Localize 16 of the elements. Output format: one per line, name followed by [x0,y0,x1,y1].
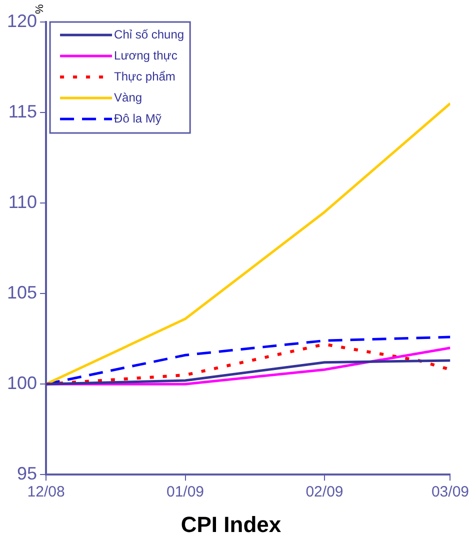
x-tick-label: 03/09 [431,484,470,501]
legend-label: Thực phẩm [114,69,176,84]
x-tick-label: 12/08 [27,484,65,501]
legend-label: Vàng [114,90,142,104]
legend-label: Chỉ số chung [114,27,184,42]
y-tick-label: 100 [6,373,38,394]
y-axis-title: % [34,4,46,14]
x-tick-label: 01/09 [166,484,204,501]
y-tick-label: 110 [8,192,38,212]
legend-label: Đô la Mỹ [114,111,162,126]
y-tick-label: 105 [6,282,38,303]
y-tick-label: 95 [17,464,38,484]
text: CPI Index [180,512,282,537]
y-tick-label: 115 [8,101,38,122]
legend-label: Lương thực [114,48,178,62]
x-tick-label: 02/09 [306,484,344,501]
